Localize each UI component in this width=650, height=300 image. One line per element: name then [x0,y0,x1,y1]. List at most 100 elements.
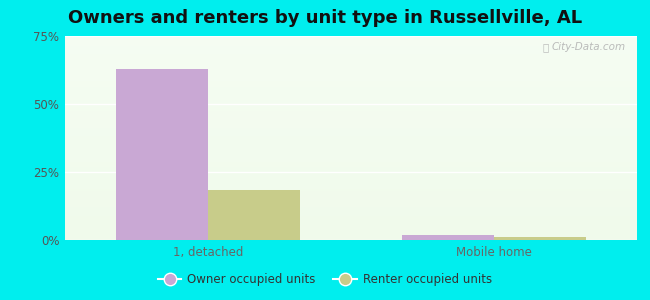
Bar [65,101,637,103]
Bar [65,209,637,211]
Bar [65,126,637,128]
Bar [65,112,637,113]
Bar [65,144,637,146]
Legend: Owner occupied units, Renter occupied units: Owner occupied units, Renter occupied un… [153,269,497,291]
Bar [65,199,637,201]
Bar [65,218,637,220]
Bar [65,197,637,199]
Bar [65,67,637,69]
Bar [65,163,637,164]
Bar [65,164,637,166]
Bar [65,62,637,64]
Bar [65,232,637,234]
Bar [65,93,637,95]
Bar [65,138,637,140]
Bar [65,44,637,46]
Text: City-Data.com: City-Data.com [551,42,625,52]
Bar [65,38,637,40]
Bar [65,132,637,134]
Bar [65,128,637,130]
Bar [65,146,637,148]
Bar [65,154,637,156]
Bar [65,220,637,222]
Bar [65,79,637,81]
Bar [65,169,637,171]
Bar [402,235,494,240]
Bar [65,64,637,67]
Bar [65,89,637,91]
Bar [65,130,637,132]
Bar [65,228,637,230]
Bar [65,203,637,205]
Bar [65,105,637,107]
Bar [65,177,637,179]
Bar [65,148,637,150]
Bar [65,158,637,160]
Bar [65,110,637,112]
Bar [65,183,637,185]
Bar [65,193,637,195]
Bar [65,205,637,207]
Bar [65,118,637,120]
Bar [65,46,637,48]
Bar [65,179,637,181]
Bar [116,69,208,240]
Bar [65,171,637,173]
Bar [65,71,637,73]
Bar [494,237,586,240]
Bar [65,238,637,240]
Bar [65,54,637,56]
Bar [65,152,637,154]
Bar [65,156,637,158]
Text: ⓘ: ⓘ [542,42,549,52]
Bar [65,181,637,183]
Bar [65,56,637,58]
Bar [65,173,637,175]
Bar [65,234,637,236]
Bar [65,215,637,217]
Bar [65,236,637,238]
Bar [208,190,300,240]
Bar [65,134,637,136]
Bar [65,175,637,177]
Bar [65,140,637,142]
Bar [65,195,637,197]
Bar [65,85,637,87]
Bar [65,69,637,71]
Bar [65,222,637,224]
Bar [65,185,637,187]
Bar [65,91,637,93]
Bar [65,42,637,44]
Bar [65,160,637,163]
Bar [65,58,637,61]
Bar [65,95,637,97]
Bar [65,226,637,228]
Text: Owners and renters by unit type in Russellville, AL: Owners and renters by unit type in Russe… [68,9,582,27]
Bar [65,187,637,189]
Bar [65,87,637,89]
Bar [65,36,637,38]
Bar [65,120,637,122]
Bar [65,107,637,110]
Bar [65,122,637,124]
Bar [65,73,637,75]
Bar [65,52,637,54]
Bar [65,48,637,50]
Bar [65,75,637,77]
Bar [65,224,637,226]
Bar [65,230,637,232]
Bar [65,81,637,83]
Bar [65,61,637,62]
Bar [65,189,637,191]
Bar [65,201,637,203]
Bar [65,99,637,101]
Bar [65,83,637,85]
Bar [65,116,637,118]
Bar [65,167,637,169]
Bar [65,207,637,209]
Bar [65,136,637,138]
Bar [65,103,637,105]
Bar [65,113,637,116]
Bar [65,124,637,126]
Bar [65,97,637,99]
